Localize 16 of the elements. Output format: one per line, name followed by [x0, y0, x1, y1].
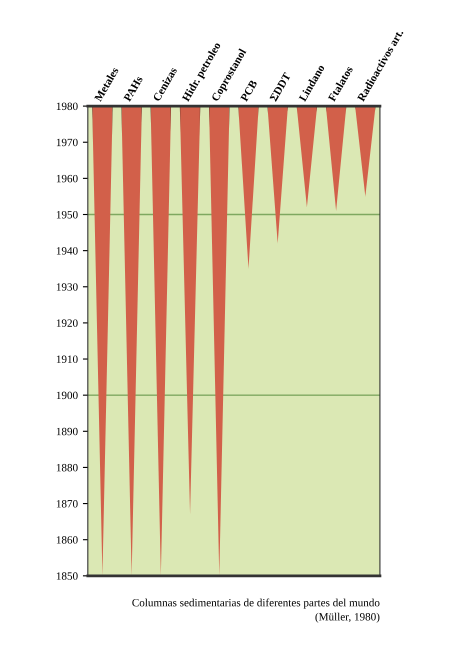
text: (Müller, 1980)	[315, 612, 380, 623]
y-tick-label: 1900	[56, 392, 78, 400]
y-tick-label: 1940	[56, 247, 78, 255]
text: Columnas sedimentarias de diferentes partes del mundo	[132, 598, 380, 609]
y-tick-label: 1910	[56, 356, 78, 363]
y-tick-label: 1850	[56, 572, 78, 580]
y-tick-label: 1950	[56, 210, 78, 218]
y-tick-label: 1860	[56, 536, 78, 544]
y-tick-label: 1960	[56, 174, 78, 182]
y-tick-label: 1930	[56, 283, 78, 291]
y-tick-label: 1890	[56, 428, 78, 436]
y-tick-label: 1980	[56, 102, 78, 110]
y-tick-label: 1920	[56, 319, 78, 327]
y-tick-label: 1870	[56, 500, 78, 508]
y-tick-label: 1970	[56, 138, 78, 146]
y-tick-label: 1880	[56, 464, 78, 472]
